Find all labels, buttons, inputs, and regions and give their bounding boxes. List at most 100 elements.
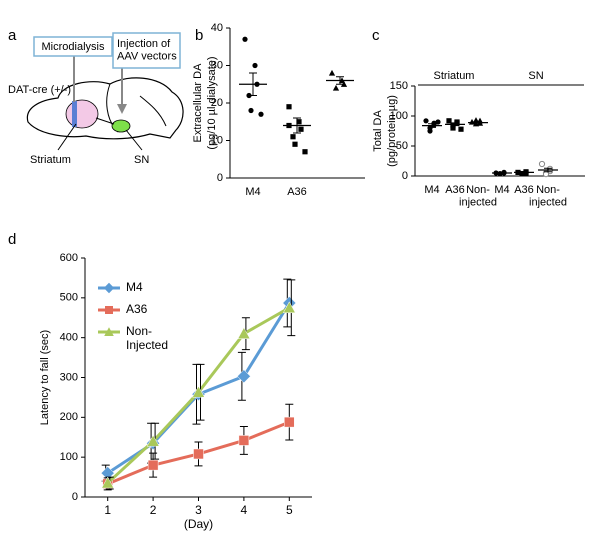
- marker: [296, 119, 302, 125]
- y-tick-label: 300: [60, 371, 78, 383]
- x-tick-label: M4: [424, 184, 439, 196]
- y-tick-label: 400: [60, 332, 78, 344]
- x-tick-label: M4: [494, 184, 509, 196]
- marker: [435, 119, 441, 125]
- marker: [103, 282, 115, 294]
- y-axis-label: (pg/10 µl dialysate): [206, 56, 218, 149]
- striatum-region: [65, 99, 99, 129]
- y-axis-label: Extracellular DA: [192, 63, 204, 143]
- y-tick-label: 200: [60, 411, 78, 423]
- x-tick-label: A36: [287, 186, 307, 198]
- label: Striatum: [30, 154, 71, 166]
- y-tick-label: 10: [211, 134, 223, 146]
- x-tick-label: A36: [445, 184, 465, 196]
- pointer: [125, 129, 143, 151]
- marker: [450, 125, 456, 131]
- x-tick-label: Non-injected: [529, 184, 567, 209]
- x-axis-label: (Day): [184, 517, 213, 531]
- box: [33, 36, 113, 57]
- brain-fold: [139, 95, 167, 127]
- x-tick-label: 2: [150, 503, 157, 517]
- marker: [192, 385, 205, 398]
- x-tick-label: 5: [286, 503, 293, 517]
- y-tick-label: 0: [402, 170, 408, 182]
- marker: [258, 111, 264, 117]
- y-tick-label: 50: [396, 140, 408, 152]
- y-axis-label: Total DA: [372, 110, 384, 152]
- x-tick-label: M4: [245, 186, 260, 198]
- marker: [282, 301, 296, 314]
- sem-bar: [249, 72, 257, 96]
- marker: [105, 306, 113, 314]
- marker: [446, 118, 452, 124]
- y-axis-label: Latency to fall (sec): [39, 330, 51, 425]
- y-tick-label: 40: [211, 22, 223, 34]
- marker: [298, 126, 304, 132]
- marker: [193, 448, 204, 460]
- sem-bar: [520, 171, 528, 174]
- panel-letter: d: [8, 231, 16, 248]
- y-tick-label: 0: [217, 172, 223, 184]
- pointer: [57, 123, 77, 151]
- legend-label: Non-Injected: [126, 324, 168, 352]
- marker: [332, 84, 340, 91]
- panel-letter: c: [372, 27, 380, 44]
- y-tick-label: 500: [60, 292, 78, 304]
- marker: [104, 327, 114, 336]
- group-label: SN: [528, 70, 543, 82]
- marker: [302, 149, 308, 155]
- legend-label: M4: [126, 280, 143, 294]
- label: DAT-cre (+/-): [8, 84, 71, 96]
- probe: [72, 101, 77, 127]
- pathway: [95, 117, 115, 125]
- x-tick-label: 3: [195, 503, 202, 517]
- y-tick-label: 20: [211, 97, 223, 109]
- y-tick-label: 30: [211, 59, 223, 71]
- marker: [237, 369, 251, 384]
- x-tick-label: 1: [104, 503, 111, 517]
- label: SN: [134, 154, 149, 166]
- marker: [252, 62, 258, 69]
- sem-bar: [293, 117, 301, 134]
- y-tick-label: 100: [60, 451, 78, 463]
- panel-letter: a: [8, 27, 17, 44]
- x-tick-label: A36: [514, 184, 534, 196]
- marker: [328, 69, 336, 76]
- y-tick-label: 600: [60, 252, 78, 264]
- y-axis-label: (pg/protein µg): [386, 95, 398, 167]
- marker: [542, 171, 550, 178]
- panel-letter: b: [195, 27, 203, 44]
- brain-outline: [26, 77, 184, 140]
- marker: [427, 128, 433, 134]
- marker: [423, 118, 429, 124]
- marker: [292, 141, 298, 147]
- label: Microdialysis: [42, 41, 105, 53]
- arrow-head: [117, 104, 127, 114]
- marker: [538, 160, 546, 168]
- marker: [472, 117, 480, 123]
- marker: [290, 134, 296, 140]
- marker: [101, 476, 115, 489]
- marker: [286, 104, 292, 110]
- marker: [238, 435, 250, 446]
- sem-bar: [498, 172, 506, 174]
- marker: [242, 36, 248, 42]
- y-tick-label: 0: [72, 491, 78, 503]
- y-tick-label: 100: [390, 110, 408, 122]
- legend-label: A36: [126, 302, 148, 316]
- y-tick-label: 150: [390, 80, 408, 92]
- sn-region: [111, 119, 131, 133]
- sem-bar: [451, 122, 459, 127]
- marker: [284, 416, 295, 428]
- panel-a: a Microdialysis Injection of AAV vectors …: [8, 27, 184, 166]
- group-label: Striatum: [434, 70, 475, 82]
- sem-bar: [428, 123, 436, 128]
- box: [112, 32, 181, 69]
- sem-bar: [336, 76, 344, 85]
- marker: [147, 459, 159, 471]
- label: Injection of AAV vectors: [117, 38, 177, 63]
- marker: [248, 107, 254, 114]
- sem-bar: [474, 121, 482, 124]
- marker: [519, 171, 525, 177]
